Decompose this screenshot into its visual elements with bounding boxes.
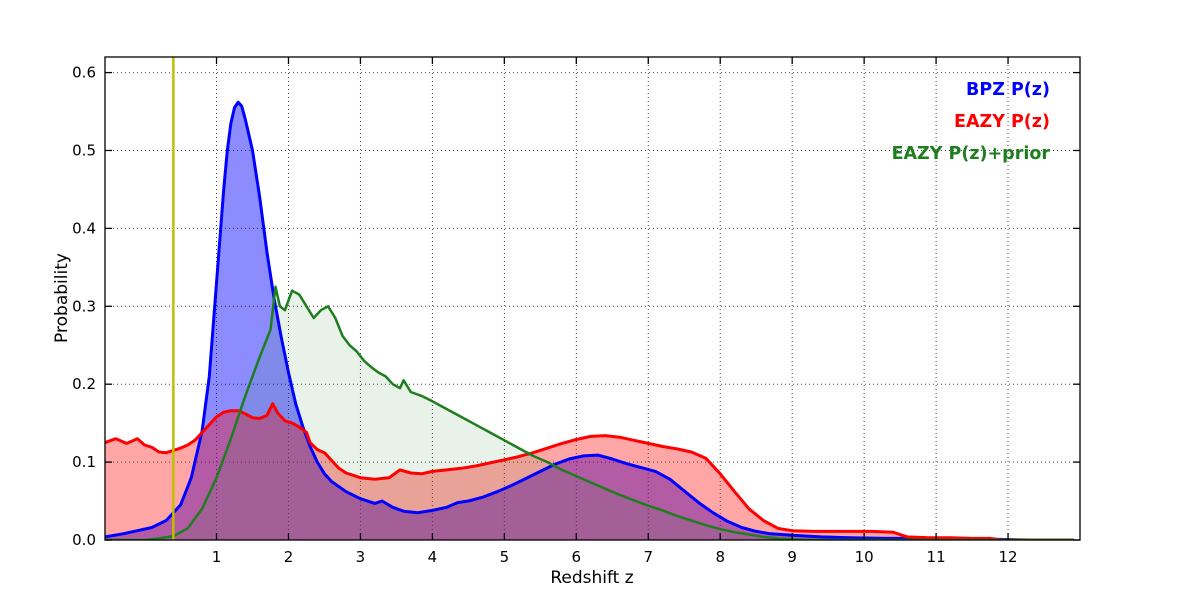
legend-item-eazy: EAZY P(z) (954, 112, 1050, 132)
y-tick-label: 0.0 (72, 531, 96, 549)
series-area-eazy (105, 403, 1073, 540)
y-tick-label: 0.6 (72, 64, 96, 82)
plot-frame (104, 56, 1081, 541)
series-line-bpz (105, 100, 1075, 540)
x-tick-label: 7 (643, 548, 653, 566)
series-line-eazy (105, 402, 1075, 540)
legend-item-eazy-prior: EAZY P(z)+prior (891, 144, 1050, 164)
y-tick-label: 0.3 (72, 297, 96, 315)
y-tick-label: 0.1 (72, 453, 96, 471)
x-tick-label: 6 (572, 548, 582, 566)
x-tick-label: 9 (787, 548, 797, 566)
y-axis-label: Probability (52, 253, 72, 343)
x-tick-label: 2 (284, 548, 294, 566)
series-line-eazy-prior (105, 285, 1075, 540)
x-tick-label: 3 (356, 548, 366, 566)
x-tick-label: 10 (855, 548, 874, 566)
x-tick-label: 11 (927, 548, 946, 566)
legend: BPZ P(z) EAZY P(z) EAZY P(z)+prior (892, 80, 1050, 164)
y-tick-label: 0.4 (72, 219, 96, 237)
x-tick-label: 4 (428, 548, 438, 566)
x-tick-label: 1 (212, 548, 222, 566)
y-tick-label: 0.5 (72, 141, 96, 159)
x-tick-label: 5 (500, 548, 510, 566)
y-tick-label: 0.2 (72, 375, 96, 393)
x-axis-label: Redshift z (550, 568, 634, 588)
series-area-eazy-prior (105, 286, 1073, 540)
series-area-bpz (105, 102, 1073, 540)
legend-item-bpz: BPZ P(z) (966, 80, 1050, 100)
x-tick-label: 8 (715, 548, 725, 566)
x-tick-label: 12 (998, 548, 1017, 566)
plot-area (105, 57, 1080, 540)
